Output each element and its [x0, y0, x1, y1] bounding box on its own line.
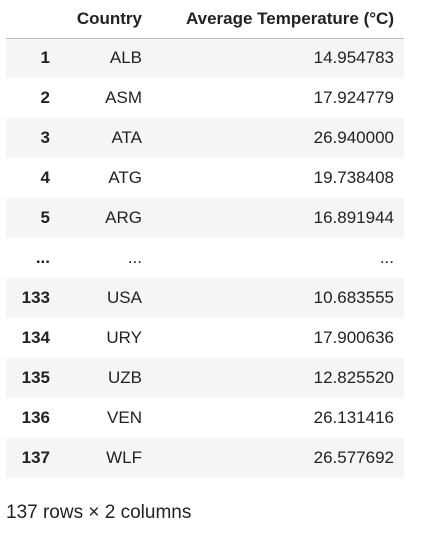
temperature-cell: 17.900636 — [313, 328, 394, 347]
country-cell: WLF — [106, 448, 142, 467]
country-column-header: Country — [58, 0, 152, 39]
country-cell: ALB — [109, 48, 142, 68]
table-row: 3 ATA 26.940000 — [6, 118, 404, 158]
table-row: 133 USA 10.683555 — [6, 278, 404, 318]
temperature-cell: 14.954783 — [313, 48, 394, 68]
country-cell: ATG — [108, 168, 142, 187]
temperature-column-header: Average Temperature (°C) — [152, 0, 404, 39]
row-index: 135 — [21, 368, 50, 387]
table-row: 134 URY 17.900636 — [6, 318, 404, 358]
country-cell: ASM — [105, 88, 142, 107]
temperature-cell: 26.131416 — [313, 408, 394, 427]
country-cell: ARG — [105, 208, 142, 227]
table-dimensions-summary: 137 rows × 2 columns — [6, 502, 192, 523]
header-row: Country Average Temperature (°C) — [6, 0, 404, 39]
temperature-cell: ... — [379, 248, 394, 267]
table-row: 137 WLF 26.577692 — [6, 438, 404, 478]
temperature-cell: 12.825520 — [313, 368, 394, 387]
table-header: Country Average Temperature (°C) — [6, 0, 404, 39]
ellipsis-row: ... ... ... — [6, 238, 404, 278]
table-row: 4 ATG 19.738408 — [6, 158, 404, 198]
temperature-cell: 16.891944 — [313, 208, 394, 227]
row-index: 137 — [21, 448, 50, 467]
temperature-cell: 17.924779 — [313, 88, 394, 107]
row-index: 1 — [40, 48, 50, 68]
table-row: 136 VEN 26.131416 — [6, 398, 404, 438]
row-index: ... — [35, 248, 50, 267]
table-row: 5 ARG 16.891944 — [6, 198, 404, 238]
table-body: 1 ALB 14.954783 2 ASM 17.924779 3 ATA 26… — [6, 38, 404, 478]
country-cell: URY — [106, 328, 142, 347]
index-header — [6, 0, 58, 39]
country-cell: UZB — [108, 368, 142, 387]
country-cell: USA — [107, 288, 142, 307]
table-row: 2 ASM 17.924779 — [6, 78, 404, 118]
dataframe-table: Country Average Temperature (°C) 1 ALB 1… — [6, 0, 404, 478]
table-row: 1 ALB 14.954783 — [6, 38, 404, 78]
row-index: 133 — [21, 288, 50, 307]
temperature-cell: 10.683555 — [313, 288, 394, 307]
country-cell: ATA — [111, 128, 142, 147]
temperature-cell: 26.577692 — [313, 448, 394, 467]
country-cell: VEN — [107, 408, 142, 427]
row-index: 4 — [40, 168, 50, 187]
temperature-cell: 26.940000 — [313, 128, 394, 147]
table-row: 135 UZB 12.825520 — [6, 358, 404, 398]
row-index: 2 — [40, 88, 50, 107]
dataframe-output: Country Average Temperature (°C) 1 ALB 1… — [6, 0, 404, 478]
temperature-cell: 19.738408 — [313, 168, 394, 187]
row-index: 134 — [21, 328, 50, 347]
row-index: 3 — [40, 128, 50, 147]
country-cell: ... — [127, 248, 142, 267]
row-index: 136 — [21, 408, 50, 427]
row-index: 5 — [40, 208, 50, 227]
